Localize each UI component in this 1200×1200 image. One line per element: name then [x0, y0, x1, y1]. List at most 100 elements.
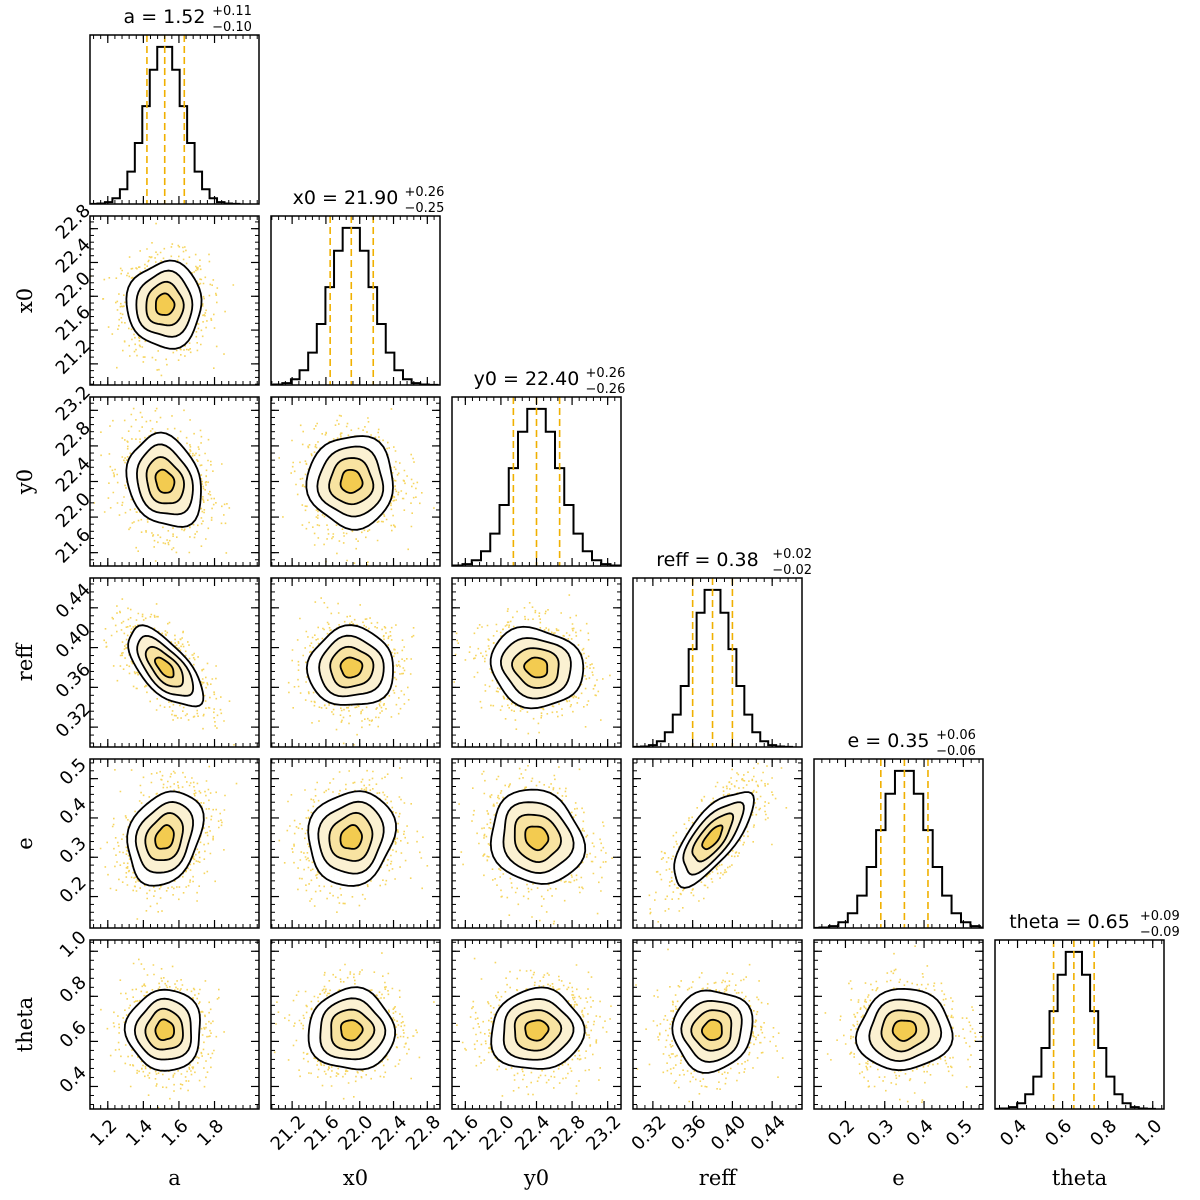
contour-line-2	[316, 445, 385, 518]
contour-line-2	[499, 637, 572, 700]
y-tick-label: 22.4	[52, 234, 95, 277]
x-tick-label: 23.2	[582, 1112, 625, 1155]
x-tick-label: 0.4	[996, 1116, 1031, 1151]
x-tick-label: 0.3	[863, 1116, 898, 1151]
contour-fill-3	[701, 1019, 722, 1041]
x-axis-label-e: e	[892, 1166, 904, 1190]
y-ticks	[452, 762, 621, 929]
contour-line-1	[144, 1007, 184, 1051]
y-tick-label: 0.44	[52, 580, 95, 623]
title-err-minus: −0.09	[1140, 925, 1180, 940]
contour-line-1	[690, 1009, 733, 1052]
panel-title-a: a = 1.52	[124, 6, 206, 28]
histogram-panel-y0: y0 = 22.40 +0.26−0.26	[451, 366, 625, 567]
y-ticks	[814, 941, 983, 1105]
contour-line-2	[317, 800, 385, 875]
scatter-panel-e-theta: 0.2 0.3 0.4 0.5 e	[813, 939, 984, 1190]
y-ticks	[271, 762, 440, 929]
scatter-panel-x0-theta: 21.221.622.022.422.8 x0	[267, 939, 445, 1190]
title-err-plus: +0.06	[936, 728, 976, 743]
x-axis-label-theta: theta	[1052, 1166, 1107, 1190]
x-ticks	[271, 216, 435, 385]
contour-fill-3	[892, 1020, 917, 1041]
contour-line-3	[671, 989, 754, 1074]
contour-line-3	[854, 987, 954, 1072]
x-ticks	[457, 578, 616, 747]
contour-fill-3	[525, 826, 549, 851]
x-ticks	[93, 759, 258, 928]
y-axis-label-e: e	[13, 837, 37, 849]
x-tick-label: 0.2	[824, 1116, 859, 1151]
y-ticks	[90, 941, 259, 1105]
contour-line-1	[691, 812, 735, 863]
y-tick-label: 0.5	[56, 754, 91, 789]
scatter-panel-y0-theta: 21.622.022.422.823.2 y0	[440, 939, 625, 1190]
y-ticks	[633, 941, 802, 1105]
contour-line-2	[680, 1000, 743, 1063]
contour-line-0	[154, 824, 175, 850]
scatter-panel-reff-theta: 0.320.360.400.44 reff	[627, 939, 803, 1190]
y-tick-label: 0.4	[56, 794, 91, 829]
x-tick-label: 0.44	[747, 1112, 790, 1155]
contour-line-3	[489, 625, 585, 710]
contour-fill-3	[154, 657, 174, 678]
x-tick-label: 22.8	[402, 1112, 445, 1155]
y-ticks	[90, 402, 259, 561]
contour-line-3	[305, 435, 394, 531]
x-tick-label: 22.0	[475, 1112, 518, 1155]
x-ticks	[271, 578, 435, 747]
panel-frame	[270, 758, 441, 929]
y-tick-label: 0.2	[56, 872, 91, 907]
contour-fill-3	[702, 825, 723, 850]
contour-line-0	[339, 824, 363, 850]
scatter-inner	[99, 765, 238, 920]
contour-line-1	[513, 813, 562, 864]
title-err-minus: −0.06	[936, 744, 976, 759]
contour-line-2	[502, 801, 575, 874]
panel-frame	[270, 939, 441, 1110]
contour-line-3	[123, 988, 201, 1072]
x-ticks	[93, 216, 258, 385]
contour-line-3	[307, 986, 397, 1071]
panel-frame	[89, 758, 260, 929]
contour-line-1	[880, 1009, 930, 1053]
contour-line-0	[524, 825, 550, 852]
y-tick-label: 22.4	[52, 453, 95, 496]
contour-fill-3	[155, 1019, 175, 1041]
x-axis-label-y0: y0	[523, 1166, 549, 1190]
scatter-inner	[103, 598, 259, 747]
contour-line-1	[145, 280, 185, 327]
x-tick-label: 1.0	[1131, 1116, 1166, 1151]
panel-frame	[632, 577, 803, 748]
y-tick-label: 1.0	[56, 927, 91, 962]
contour-line-0	[154, 292, 176, 316]
x-axis-label-a: a	[168, 1166, 181, 1190]
title-err-plus: +0.09	[1140, 909, 1180, 924]
panel-title-reff: reff = 0.38	[656, 549, 758, 571]
panel-title-x0: x0 = 21.90	[293, 187, 399, 209]
panel-title-y0: y0 = 22.40	[474, 368, 580, 390]
y-tick-label: 22.0	[52, 268, 95, 311]
contour-fill-3	[340, 657, 363, 678]
y-axis-label-theta: theta	[13, 997, 37, 1052]
x-ticks	[636, 578, 797, 747]
contour-line-1	[328, 811, 374, 862]
title-err-minus: −0.25	[405, 201, 445, 216]
histogram-panel-x0: x0 = 21.90 +0.26−0.25	[270, 185, 445, 386]
y-tick-label: 0.32	[52, 699, 95, 742]
x-ticks	[457, 397, 616, 566]
contour-line-2	[682, 801, 745, 876]
contour-line-0	[339, 468, 364, 494]
y-tick-label: 22.0	[52, 489, 95, 532]
x-ticks	[813, 759, 980, 928]
x-tick-label: 0.40	[707, 1112, 750, 1155]
y-ticks	[271, 941, 440, 1105]
scatter-inner	[93, 407, 231, 562]
x-tick-label: 1.6	[158, 1116, 193, 1151]
panel-frame	[632, 758, 803, 929]
contour-line-2	[502, 998, 575, 1061]
scatter-inner	[90, 222, 235, 377]
scatter-panel-a-theta: 0.4 0.6 0.8 1.0 theta 1.2 1.4 1.6 1.8 a	[13, 927, 260, 1190]
y-tick-label: 0.36	[52, 659, 95, 702]
contour-line-3	[125, 431, 202, 528]
